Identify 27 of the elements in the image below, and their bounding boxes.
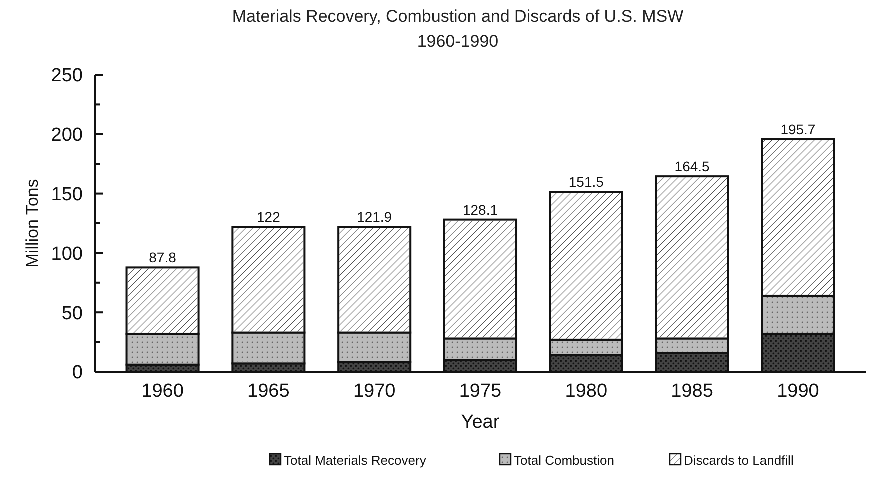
total-label: 122 xyxy=(257,209,281,226)
x-axis-title: Year xyxy=(461,412,500,433)
y-tick-label: 0 xyxy=(72,362,83,384)
total-label: 121.9 xyxy=(357,209,392,226)
y-axis-title: Million Tons xyxy=(23,179,42,268)
x-tick-label: 1970 xyxy=(353,381,396,402)
x-tick-label: 1990 xyxy=(777,381,820,402)
x-tick-label: 1985 xyxy=(671,381,714,402)
x-tick-label: 1975 xyxy=(459,381,502,402)
total-label: 87.8 xyxy=(149,250,177,266)
x-tick-label: 1965 xyxy=(248,381,290,402)
chart-subtitle: 1960-1990 xyxy=(417,32,499,51)
total-label: 128.1 xyxy=(462,202,498,218)
total-label: 164.5 xyxy=(674,158,710,175)
x-tick-label: 1960 xyxy=(142,381,184,402)
legend-label: Total Combustion xyxy=(514,453,614,468)
y-tick-label: 200 xyxy=(51,125,83,146)
y-tick-label: 150 xyxy=(51,184,83,206)
x-tick-label: 1980 xyxy=(565,381,608,402)
legend-label: Discards to Landfill xyxy=(684,453,794,468)
legend-label: Total Materials Recovery xyxy=(284,453,427,468)
chart-title: Materials Recovery, Combustion and Discards of U.S. MSW xyxy=(232,7,684,26)
y-tick-label: 100 xyxy=(51,244,83,265)
y-tick-label: 50 xyxy=(62,303,83,324)
total-label: 151.5 xyxy=(568,174,604,190)
total-label: 195.7 xyxy=(780,122,816,138)
y-tick-label: 250 xyxy=(51,66,83,87)
